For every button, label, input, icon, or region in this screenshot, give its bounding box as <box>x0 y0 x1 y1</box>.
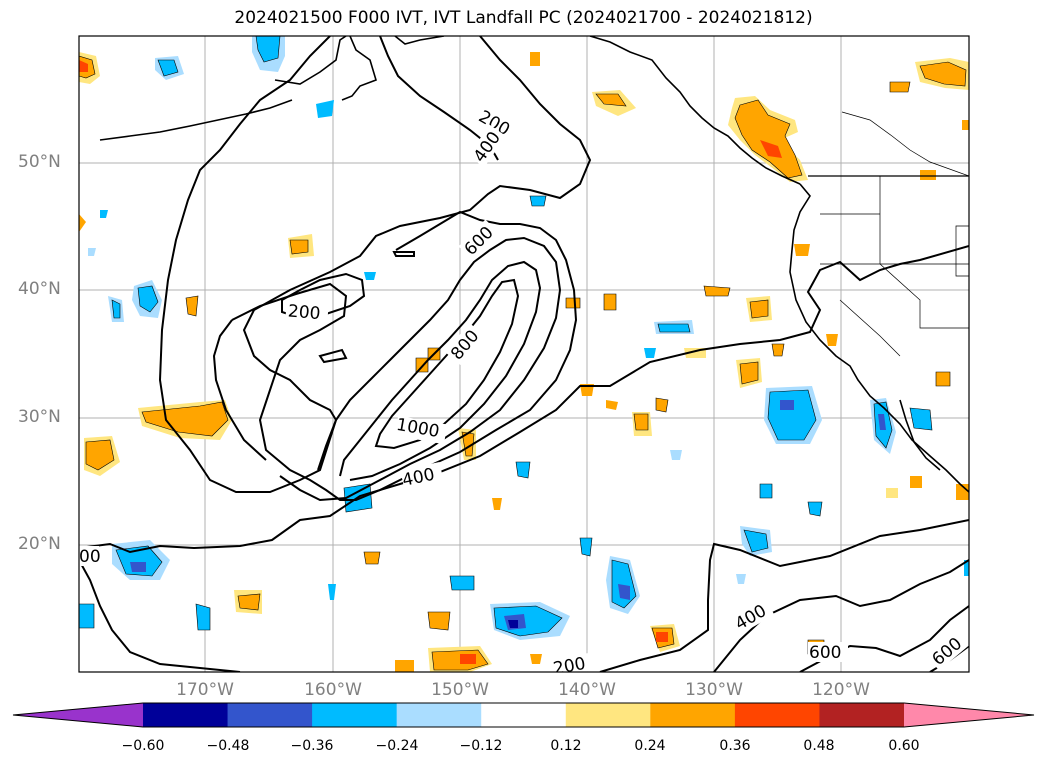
colorbar-tick-label: 0.24 <box>634 738 666 754</box>
colorbar-extend-max <box>904 703 1034 727</box>
colorbar-segment <box>734 703 820 727</box>
map-frame <box>78 35 970 673</box>
colorbar-tick-label: 0.36 <box>719 738 751 754</box>
colorbar-tick-label: −0.36 <box>290 738 334 754</box>
lon-label-170w: 170°W <box>176 680 234 700</box>
map-background <box>79 36 969 672</box>
colorbar-segment <box>312 703 398 727</box>
colorbar-tick-label: −0.48 <box>206 738 250 754</box>
state-borders <box>820 111 969 357</box>
colorbar-segment <box>565 703 651 727</box>
contour-label-group: 200 400 600 800 1000 400 200 200 400 600… <box>79 105 969 679</box>
colorbar-tick-label: −0.12 <box>459 738 503 754</box>
lon-label-140w: 140°W <box>558 680 616 700</box>
colorbar <box>12 702 1035 728</box>
contour-label-200-south: 200 <box>552 654 587 679</box>
lon-label-150w: 150°W <box>431 680 489 700</box>
colorbar-tick-label: 0.48 <box>803 738 835 754</box>
contour-label-600-east: 600 <box>809 643 841 663</box>
colorbar-tick-label: −0.24 <box>375 738 419 754</box>
lon-label-120w: 120°W <box>812 680 870 700</box>
contour-label-200-west: 200 <box>287 301 321 324</box>
map-title: 2024021500 F000 IVT, IVT Landfall PC (20… <box>234 8 813 28</box>
colorbar-segment <box>819 703 905 727</box>
lat-label-20n: 20°N <box>18 534 61 554</box>
colorbar-segment <box>650 703 736 727</box>
ivt-contours <box>79 36 969 672</box>
coastlines <box>99 36 969 493</box>
colorbar-outline <box>12 702 1035 728</box>
lon-label-130w: 130°W <box>685 680 743 700</box>
lon-label-160w: 160°W <box>304 680 362 700</box>
colorbar-extend-min <box>13 703 143 727</box>
colorbar-segment <box>396 703 482 727</box>
colorbar-tick-label: 0.12 <box>550 738 582 754</box>
colorbar-segment <box>227 703 313 727</box>
contour-label-edge: 00 <box>79 547 101 567</box>
lat-label-30n: 30°N <box>18 407 61 427</box>
colorbar-tick-label: −0.60 <box>121 738 165 754</box>
colorbar-tick-label: 0.60 <box>888 738 920 754</box>
lat-label-40n: 40°N <box>18 279 61 299</box>
lat-label-50n: 50°N <box>18 152 61 172</box>
colorbar-segment <box>143 703 229 727</box>
colorbar-segment <box>481 703 567 727</box>
